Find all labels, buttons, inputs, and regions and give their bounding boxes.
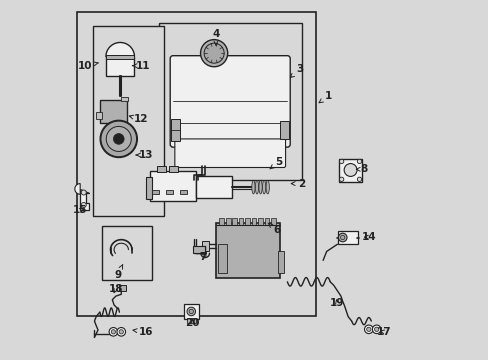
Circle shape [374, 327, 378, 332]
Text: 11: 11 [132, 61, 150, 71]
Circle shape [357, 177, 361, 181]
Bar [270, 218, 275, 225]
Ellipse shape [265, 180, 269, 194]
Circle shape [203, 43, 224, 63]
Text: 20: 20 [185, 318, 200, 328]
Bar [169, 166, 178, 172]
Ellipse shape [262, 180, 265, 194]
Circle shape [186, 307, 195, 316]
Bar [100, 100, 126, 123]
Bar [121, 97, 128, 102]
Circle shape [200, 40, 227, 67]
Circle shape [111, 330, 115, 334]
Bar [106, 55, 134, 59]
Text: 3: 3 [290, 64, 303, 77]
Circle shape [340, 235, 344, 240]
Text: 18: 18 [108, 284, 123, 294]
Ellipse shape [255, 180, 258, 194]
Text: 17: 17 [376, 327, 390, 337]
Bar [106, 57, 134, 76]
FancyBboxPatch shape [175, 139, 285, 167]
Circle shape [81, 190, 86, 195]
Circle shape [357, 159, 361, 163]
Text: 13: 13 [136, 150, 153, 160]
Bar [151, 190, 159, 194]
Text: 9: 9 [114, 264, 122, 280]
Circle shape [339, 159, 343, 163]
Text: 5: 5 [269, 157, 282, 169]
Circle shape [364, 325, 372, 334]
Bar [216, 223, 280, 278]
Circle shape [338, 233, 346, 242]
Polygon shape [75, 184, 80, 194]
Bar [225, 218, 230, 225]
Circle shape [109, 328, 118, 336]
Text: 2: 2 [291, 179, 305, 189]
Bar [278, 251, 283, 273]
Circle shape [119, 330, 123, 334]
Bar [96, 112, 102, 119]
Bar [201, 241, 208, 251]
Text: 12: 12 [129, 114, 148, 124]
Ellipse shape [251, 180, 255, 194]
Text: 10: 10 [78, 61, 98, 71]
Circle shape [81, 203, 86, 207]
Bar [217, 244, 226, 273]
Bar [93, 26, 164, 216]
FancyBboxPatch shape [170, 56, 290, 147]
Bar [102, 226, 151, 280]
Bar [192, 246, 205, 253]
Bar [258, 218, 262, 225]
Text: 4: 4 [212, 28, 219, 45]
Circle shape [366, 327, 370, 332]
Circle shape [113, 134, 124, 144]
Bar [183, 304, 198, 319]
Text: 14: 14 [362, 232, 376, 242]
Circle shape [100, 120, 137, 157]
Text: 8: 8 [356, 164, 367, 174]
Text: 1: 1 [319, 91, 331, 103]
Bar [119, 285, 125, 291]
Bar [159, 23, 301, 180]
Circle shape [372, 325, 380, 334]
Ellipse shape [259, 180, 262, 194]
Text: 6: 6 [267, 223, 280, 235]
Bar [157, 166, 165, 172]
Bar [186, 318, 195, 323]
Bar [180, 190, 187, 194]
Circle shape [344, 163, 356, 176]
Bar [149, 171, 196, 202]
Bar [264, 218, 268, 225]
Text: 19: 19 [329, 298, 344, 308]
Text: 15: 15 [73, 205, 87, 215]
Bar [196, 176, 231, 198]
Circle shape [117, 328, 125, 336]
Bar [244, 218, 249, 225]
Text: 7: 7 [199, 252, 207, 262]
Bar [165, 190, 173, 194]
Bar [77, 12, 315, 316]
Circle shape [189, 309, 193, 314]
Bar [232, 218, 237, 225]
Polygon shape [80, 189, 89, 210]
Text: 16: 16 [133, 327, 153, 337]
Bar [171, 119, 180, 141]
Bar [337, 231, 357, 244]
Circle shape [339, 177, 343, 181]
Bar [146, 177, 151, 199]
Circle shape [106, 126, 131, 152]
Bar [339, 158, 362, 182]
Bar [238, 218, 243, 225]
Polygon shape [106, 42, 134, 57]
Bar [251, 218, 256, 225]
Bar [280, 121, 288, 139]
Bar [219, 218, 224, 225]
